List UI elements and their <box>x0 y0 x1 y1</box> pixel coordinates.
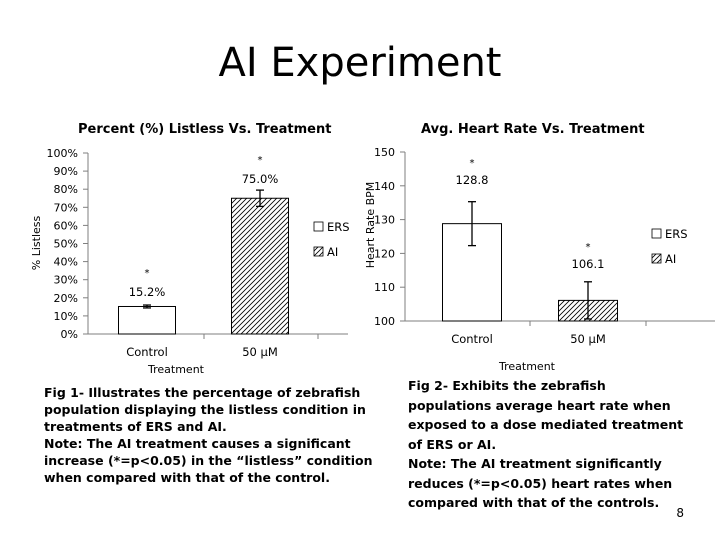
fig1-caption: Fig 1- Illustrates the percentage of zeb… <box>44 384 374 486</box>
chart1-title: Percent (%) Listless Vs. Treatment <box>78 122 332 137</box>
y-tick-label: 60% <box>54 219 78 232</box>
y-tick-label: 80% <box>54 183 78 196</box>
significance-marker: * <box>145 268 150 279</box>
legend-label-ers: ERS <box>327 220 350 234</box>
y-axis-label: Heart Rate BPM <box>364 182 377 269</box>
y-tick-label: 100 <box>374 315 395 328</box>
y-tick-label: 150 <box>374 146 395 159</box>
legend-label-ers: ERS <box>665 227 688 241</box>
data-label: 75.0% <box>242 172 279 186</box>
bar-ers <box>118 305 176 335</box>
significance-marker: * <box>586 242 591 253</box>
y-tick-label: 120 <box>374 247 395 260</box>
bar-ai <box>231 197 289 335</box>
x-axis-label: Treatment <box>147 363 205 376</box>
y-tick-label: 70% <box>54 201 78 214</box>
category-label: Control <box>451 332 493 346</box>
fig2-caption-text: Fig 2- Exhibits the zebrafish population… <box>408 378 684 452</box>
y-tick-label: 0% <box>61 328 78 341</box>
y-tick-label: 10% <box>54 310 78 323</box>
heart-rate-chart: 100 110 120 130 140 150 Heart Rate BPM 128.8 * Co… <box>364 146 715 373</box>
significance-marker: * <box>470 158 475 169</box>
category-label: Control <box>126 345 168 359</box>
y-tick-label: 110 <box>374 281 395 294</box>
fig1-caption-note: Note: The AI treatment causes a signific… <box>44 436 373 485</box>
y-tick-label: 40% <box>54 256 78 269</box>
category-label: 50 µM <box>570 332 606 346</box>
page-number: 8 <box>676 506 684 520</box>
category-label: 50 µM <box>242 345 278 359</box>
y-tick-label: 140 <box>374 180 395 193</box>
chart2-title: Avg. Heart Rate Vs. Treatment <box>421 122 645 137</box>
legend-label-ai: AI <box>665 252 676 266</box>
y-tick-label: 90% <box>54 165 78 178</box>
legend-swatch-ai <box>651 253 662 264</box>
y-tick-label: 30% <box>54 274 78 287</box>
y-tick-label: 100% <box>47 147 78 160</box>
legend-swatch-ai <box>313 246 324 257</box>
x-axis-label: Treatment <box>498 360 556 373</box>
significance-marker: * <box>258 155 263 166</box>
y-tick-label: 130 <box>374 214 395 227</box>
y-axis-label: % Listless <box>30 216 43 271</box>
fig2-caption-note: Note: The AI treatment significantly red… <box>408 456 673 510</box>
slide-title: AI Experiment <box>218 40 502 86</box>
y-tick-label: 20% <box>54 292 78 305</box>
listless-chart: 0% 10% 20% 30% 40% 50% 60% 70% 80% 90% 100% % Listl… <box>30 147 350 376</box>
fig2-caption: Fig 2- Exhibits the zebrafish population… <box>408 376 693 513</box>
legend-swatch-ers <box>651 228 662 239</box>
fig1-caption-text: Fig 1- Illustrates the percentage of zeb… <box>44 385 366 434</box>
data-label: 128.8 <box>456 173 489 187</box>
data-label: 106.1 <box>572 257 605 271</box>
legend-swatch-ers <box>313 221 324 232</box>
legend-label-ai: AI <box>327 245 338 259</box>
y-tick-label: 50% <box>54 238 78 251</box>
data-label: 15.2% <box>129 285 166 299</box>
